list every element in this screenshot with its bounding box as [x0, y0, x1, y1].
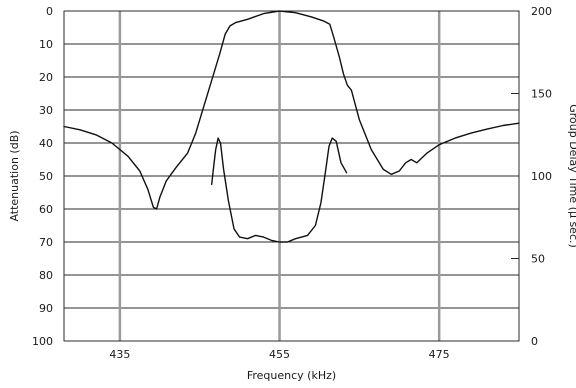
- y-left-tick-label: 70: [39, 236, 53, 249]
- x-tick-label: 455: [269, 348, 290, 361]
- x-tick-label: 475: [429, 348, 450, 361]
- group-delay-line: [210, 137, 348, 243]
- y-left-tick-label: 10: [39, 38, 53, 51]
- y-left-tick-label: 60: [39, 203, 53, 216]
- y-left-tick-label: 50: [39, 170, 53, 183]
- left-tick-labels: 0 10 20 30 40 50 60 70 80 90 100: [32, 5, 53, 348]
- y-axis-label-left: Attenuation (dB): [8, 130, 21, 221]
- y-right-tick-label: 0: [531, 335, 538, 348]
- x-tick-labels: 435 455 475: [109, 348, 449, 361]
- right-tick-labels: 0 50 100 150 200: [511, 5, 552, 348]
- y-right-tick-label: 50: [531, 253, 545, 266]
- attenuation-line: [63, 10, 520, 210]
- grid-layer: [64, 10, 519, 342]
- y-left-tick-label: 20: [39, 71, 53, 84]
- series-layer: [63, 10, 520, 243]
- y-right-tick-label: 200: [531, 5, 552, 18]
- x-axis-label: Frequency (kHz): [247, 369, 336, 382]
- y-left-tick-label: 0: [46, 5, 53, 18]
- x-tick-label: 435: [109, 348, 130, 361]
- y-right-tick-label: 100: [531, 170, 552, 183]
- y-left-tick-label: 100: [32, 335, 53, 348]
- y-axis-label-right: Group Delay Time (μ sec.): [567, 104, 576, 248]
- y-left-tick-label: 40: [39, 137, 53, 150]
- y-left-tick-label: 30: [39, 104, 53, 117]
- y-right-tick-label: 150: [531, 88, 552, 101]
- y-left-tick-label: 80: [39, 269, 53, 282]
- y-left-tick-label: 90: [39, 302, 53, 315]
